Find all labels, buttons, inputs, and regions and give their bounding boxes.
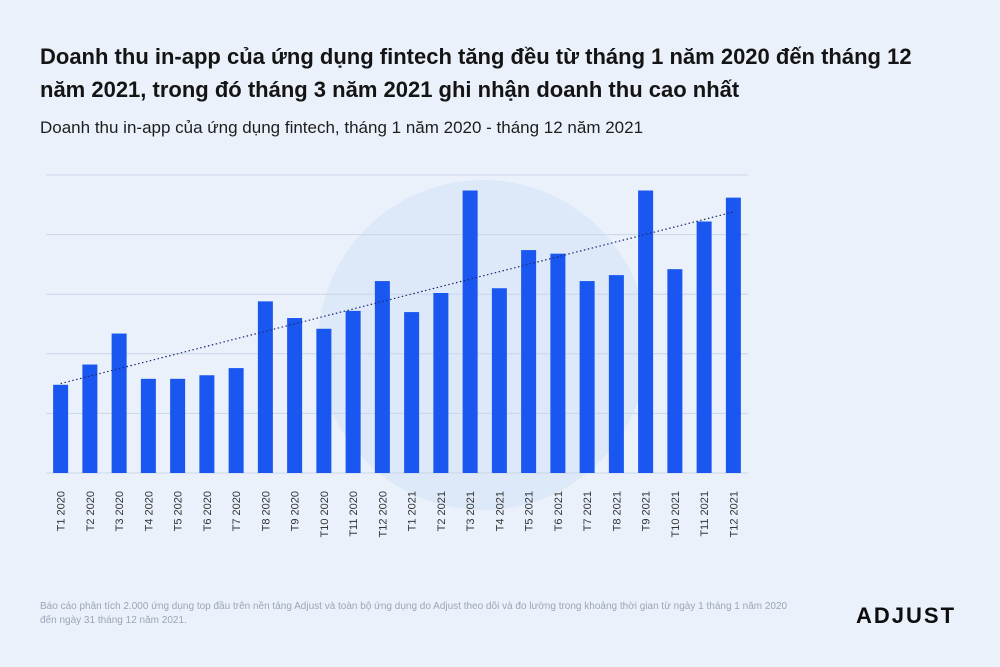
bar: [638, 190, 654, 473]
bar: [228, 368, 244, 473]
x-tick-label: T9 2021: [641, 491, 653, 531]
x-tick-label: T11 2021: [699, 491, 711, 537]
bar: [462, 190, 478, 473]
bar: [345, 310, 361, 473]
x-tick-label: T4 2021: [494, 491, 506, 531]
bar: [725, 197, 741, 473]
x-tick-label: T1 2021: [407, 491, 419, 531]
bar: [667, 269, 683, 473]
footnote: Báo cáo phân tích 2.000 ứng dụng top đầu…: [40, 601, 788, 626]
adjust-logo: ADJUST: [856, 603, 957, 628]
x-tick-label: T5 2020: [173, 491, 185, 531]
trendline: [60, 211, 734, 385]
x-tick-label: T2 2021: [436, 491, 448, 531]
bar: [491, 288, 507, 473]
x-tick-label: T7 2021: [582, 491, 594, 531]
x-tick-label: T8 2021: [611, 491, 623, 531]
bar: [111, 333, 127, 473]
x-tick-label: T10 2021: [670, 491, 682, 537]
x-tick-label: T5 2021: [524, 491, 536, 531]
x-tick-label: T6 2020: [202, 491, 214, 531]
x-tick-label: T9 2020: [290, 491, 302, 531]
x-tick-label: T10 2020: [319, 491, 331, 537]
bar: [287, 318, 303, 473]
bar: [608, 275, 624, 473]
chart-title: Doanh thu in-app của ứng dụng fintech tă…: [40, 44, 912, 102]
bar: [433, 293, 449, 473]
bar: [521, 250, 537, 473]
bar: [257, 301, 273, 473]
x-tick-label: T12 2021: [728, 491, 740, 537]
x-tick-label: T4 2020: [143, 491, 155, 531]
bar: [404, 312, 420, 473]
x-tick-label: T3 2021: [465, 491, 477, 531]
bar: [579, 281, 595, 473]
chart-subtitle: Doanh thu in-app của ứng dụng fintech, t…: [40, 118, 644, 137]
bar: [53, 384, 69, 473]
bar: [696, 221, 712, 473]
x-tick-label: T12 2020: [377, 491, 389, 537]
bar: [316, 328, 332, 473]
bar: [140, 378, 156, 473]
x-tick-label: T1 2020: [56, 491, 68, 531]
bar: [170, 378, 186, 473]
x-tick-label: T2 2020: [85, 491, 97, 531]
bar: [374, 281, 390, 473]
x-tick-label: T6 2021: [553, 491, 565, 531]
x-tick-label: T3 2020: [114, 491, 126, 531]
x-tick-label: T7 2020: [231, 491, 243, 531]
x-tick-label: T11 2020: [348, 491, 360, 537]
bar: [550, 253, 566, 473]
bar: [82, 364, 98, 473]
bar: [199, 375, 215, 473]
x-tick-label: T8 2020: [260, 491, 272, 531]
